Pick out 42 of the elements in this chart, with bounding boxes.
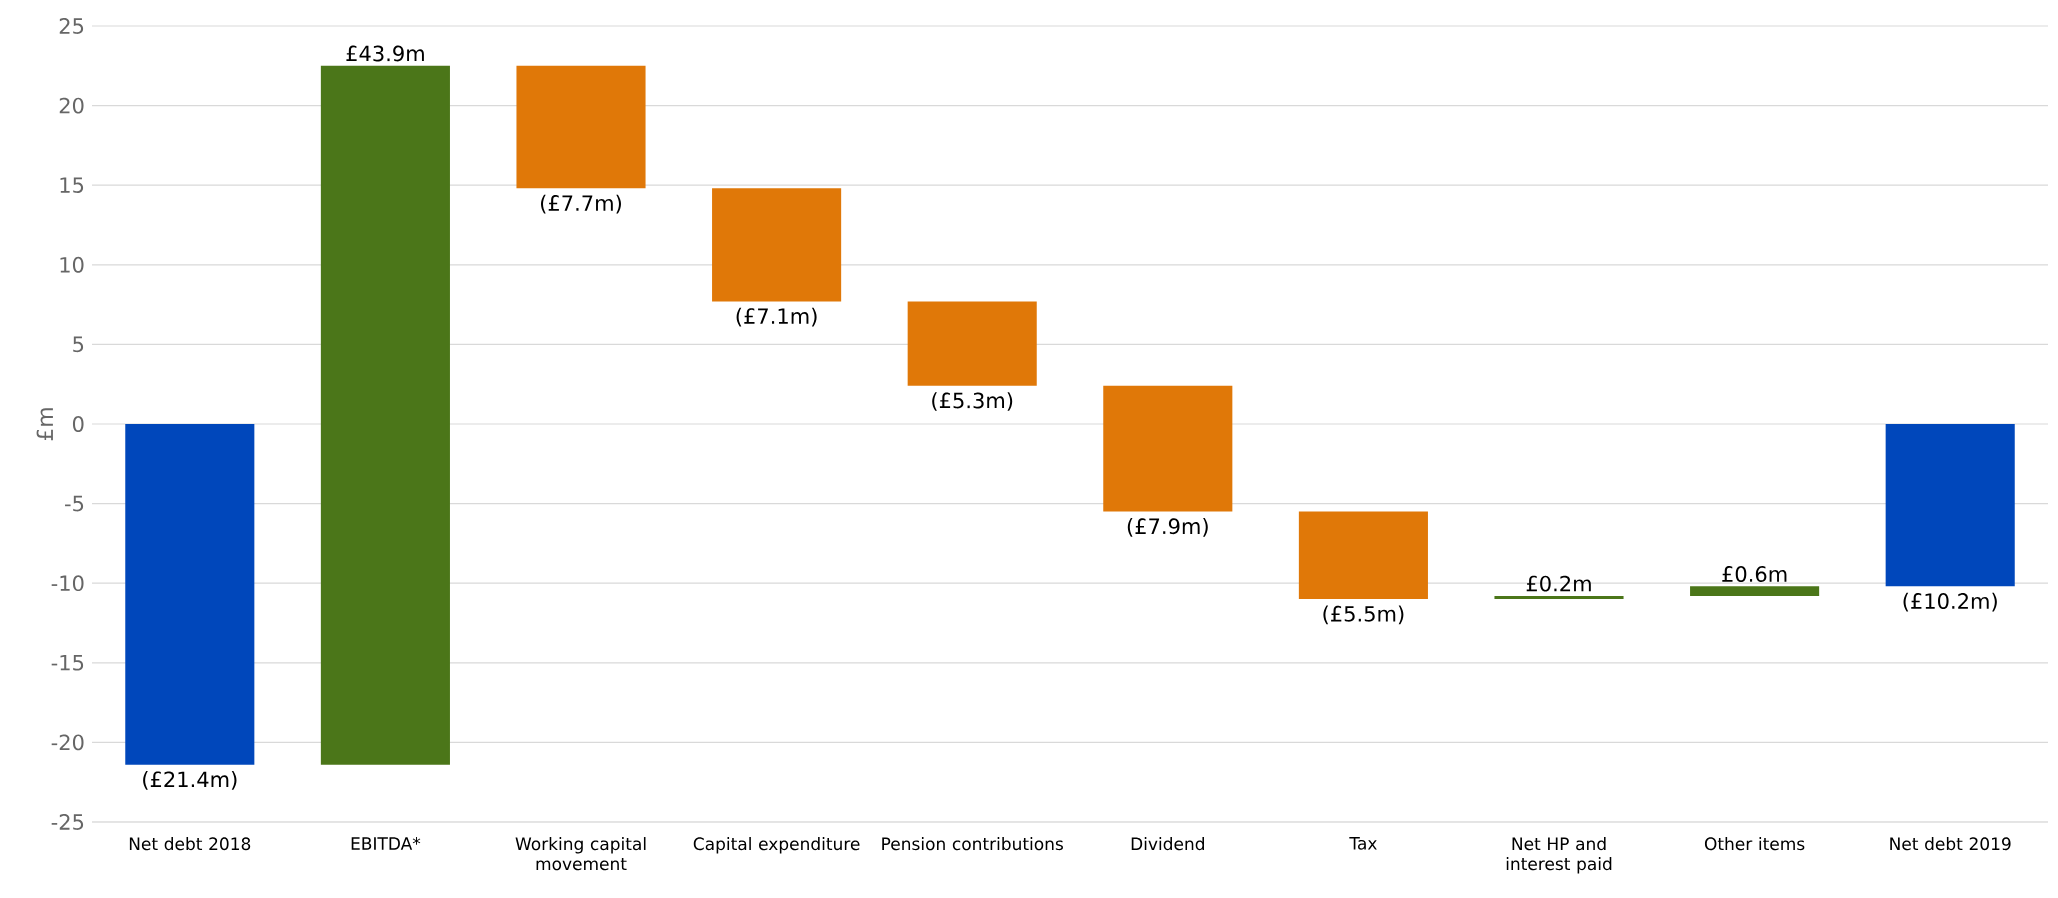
y-tick-label: 15 (60, 177, 84, 193)
y-tick-label: 0 (72, 416, 84, 432)
x-tick-label: Tax (1349, 837, 1377, 850)
data-label: (£21.4m) (143, 771, 237, 790)
bar (1885, 423, 2015, 587)
data-label: (£7.1m) (736, 307, 817, 327)
x-tick-label: EBITDA* (351, 837, 421, 850)
bar (516, 65, 646, 189)
data-label: £0.6m (1722, 566, 1787, 582)
data-label: £43.9m (346, 45, 424, 62)
bar (1690, 586, 1820, 596)
y-tick-label: -10 (51, 575, 84, 592)
x-tick-label: Capital expenditure (693, 837, 860, 854)
data-label: (£10.2m) (1903, 592, 1997, 612)
y-tick-label: -5 (65, 495, 84, 512)
data-label: (£5.5m) (1323, 605, 1404, 625)
data-label: £0.2m (1526, 575, 1591, 592)
data-label: (£5.3m) (932, 392, 1013, 411)
y-tick-label: 25 (59, 18, 84, 34)
bar (320, 65, 450, 765)
x-tick-label: Net HP and interest paid (1506, 837, 1612, 874)
bar (125, 423, 255, 765)
x-tick-label: Pension contributions (882, 837, 1063, 851)
bar (712, 188, 842, 302)
y-tick-label: 20 (59, 97, 84, 114)
bar (1494, 595, 1624, 600)
x-tick-label: Other items (1704, 837, 1805, 851)
bar (1103, 385, 1233, 512)
x-tick-label: Working capital movement (515, 837, 646, 871)
bar (907, 301, 1037, 386)
y-tick-label: -25 (51, 814, 84, 830)
x-tick-label: Net debt 2019 (1890, 837, 2011, 851)
y-tick-label: -20 (51, 734, 84, 751)
y-tick-label: -15 (51, 654, 84, 671)
data-label: (£7.7m) (541, 194, 621, 214)
x-tick-label: Dividend (1131, 837, 1204, 851)
y-axis-title: £m (36, 408, 53, 441)
y-tick-label: 5 (73, 336, 84, 353)
x-tick-label: Net debt 2018 (129, 837, 251, 851)
y-tick-label: 10 (60, 256, 84, 273)
data-label: (£7.9m) (1127, 517, 1208, 537)
bar (1298, 511, 1428, 600)
